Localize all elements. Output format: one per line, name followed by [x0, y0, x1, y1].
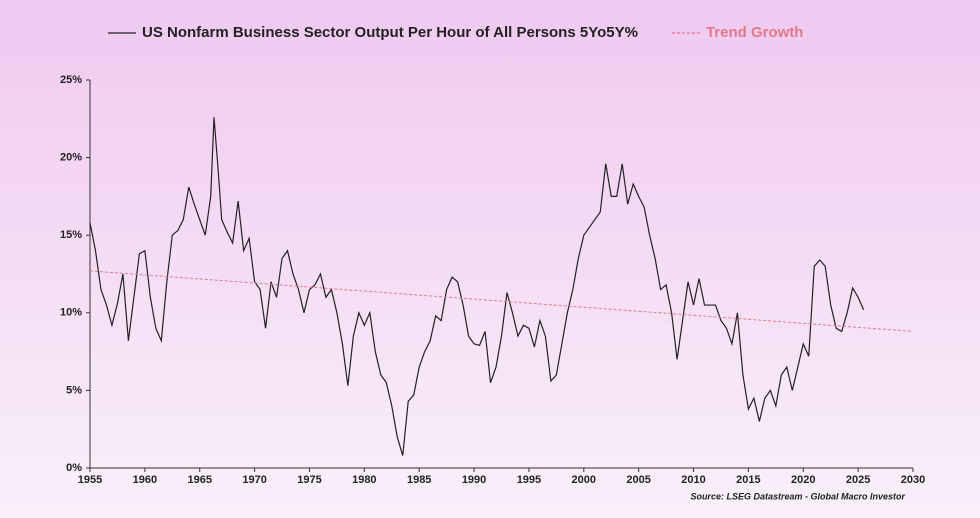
x-tick-label: 1975 — [297, 474, 321, 486]
legend-label: US Nonfarm Business Sector Output Per Ho… — [142, 24, 638, 41]
y-tick-label: 20% — [60, 152, 82, 164]
y-tick-label: 15% — [60, 229, 82, 241]
x-tick-label: 1955 — [78, 474, 102, 486]
data-line — [89, 270, 914, 332]
source-note: Source: LSEG Datastream - Global Macro I… — [690, 491, 905, 501]
x-tick-label: 1980 — [352, 474, 376, 486]
x-tick-label: 1990 — [462, 474, 486, 486]
legend-label: Trend Growth — [706, 24, 804, 41]
y-tick-label: 0% — [66, 462, 82, 474]
x-tick-label: 1960 — [133, 474, 157, 486]
data-line — [89, 117, 865, 456]
x-tick-label: 2005 — [626, 474, 650, 486]
x-tick-label: 1970 — [242, 474, 266, 486]
x-tick-label: 1985 — [407, 474, 431, 486]
y-tick-label: 10% — [60, 307, 82, 319]
x-tick-label: 2030 — [901, 474, 925, 486]
y-tick-label: 25% — [60, 74, 82, 86]
x-tick-label: 1965 — [187, 474, 211, 486]
x-tick-label: 2015 — [736, 474, 760, 486]
x-tick-label: 2025 — [846, 474, 870, 486]
x-tick-label: 2000 — [572, 474, 596, 486]
x-tick-label: 2020 — [791, 474, 815, 486]
y-tick-label: 5% — [66, 384, 82, 396]
x-tick-label: 2010 — [681, 474, 705, 486]
x-tick-label: 1995 — [517, 474, 541, 486]
